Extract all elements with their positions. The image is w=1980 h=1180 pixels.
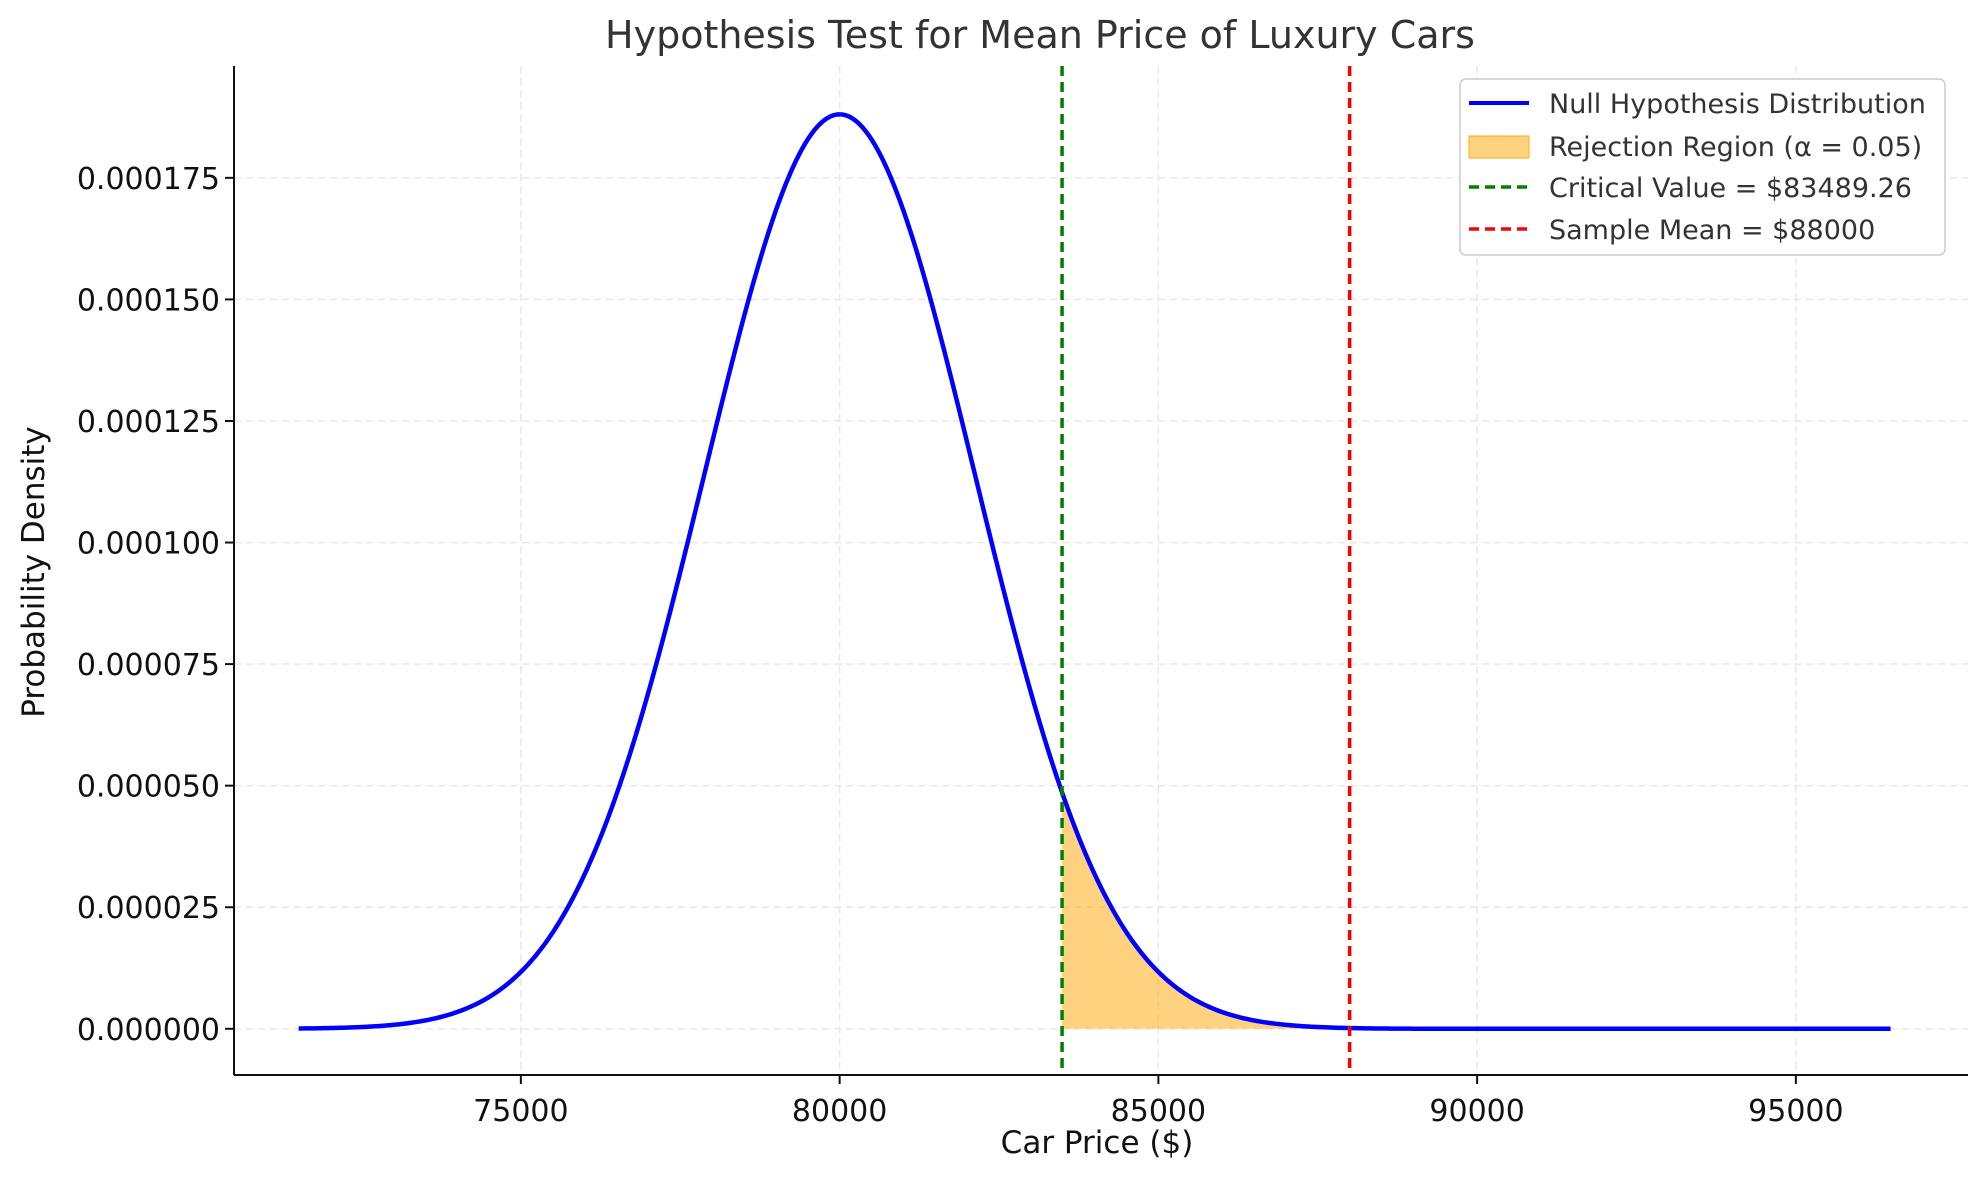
- y-tick-label-5: 0.000125: [77, 405, 220, 440]
- legend-label-rejection-region: Rejection Region (α = 0.05): [1549, 132, 1922, 163]
- y-axis-label: Probability Density: [16, 426, 52, 718]
- y-tick-label-4: 0.000100: [77, 527, 220, 562]
- legend-label-critical-value: Critical Value = $83489.26: [1549, 173, 1912, 204]
- y-tick-label-6: 0.000150: [77, 283, 220, 318]
- data-layer: [298, 66, 1891, 1075]
- y-tick-label-2: 0.000050: [77, 770, 220, 805]
- rejection-region-area: [1062, 792, 1350, 1029]
- legend-label-null-distribution: Null Hypothesis Distribution: [1549, 89, 1926, 120]
- y-tick-label-1: 0.000025: [77, 891, 220, 926]
- y-tick-label-7: 0.000175: [77, 162, 220, 197]
- x-tick-label-0: 75000: [473, 1094, 568, 1129]
- grid-layer: [234, 66, 1968, 1075]
- y-tick-label-0: 0.000000: [77, 1013, 220, 1048]
- x-tick-label-3: 90000: [1429, 1094, 1524, 1129]
- chart-title: Hypothesis Test for Mean Price of Luxury…: [605, 13, 1475, 57]
- x-tick-label-1: 80000: [792, 1094, 887, 1129]
- legend-swatch-rejection-region: [1468, 135, 1530, 159]
- y-tick-label-3: 0.000075: [77, 648, 220, 683]
- legend-label-sample-mean: Sample Mean = $88000: [1549, 215, 1875, 246]
- legend-frame: [1459, 78, 1946, 256]
- legend: Null Hypothesis Distribution Rejection R…: [1459, 78, 1946, 256]
- x-tick-label-2: 85000: [1111, 1094, 1206, 1129]
- x-axis-label: Car Price ($): [1001, 1125, 1194, 1161]
- null-distribution-curve: [298, 112, 1891, 1032]
- tick-layer: 75000 80000 85000 90000 95000 0.000000 0.00002…: [77, 162, 1844, 1129]
- x-tick-label-4: 95000: [1748, 1094, 1843, 1129]
